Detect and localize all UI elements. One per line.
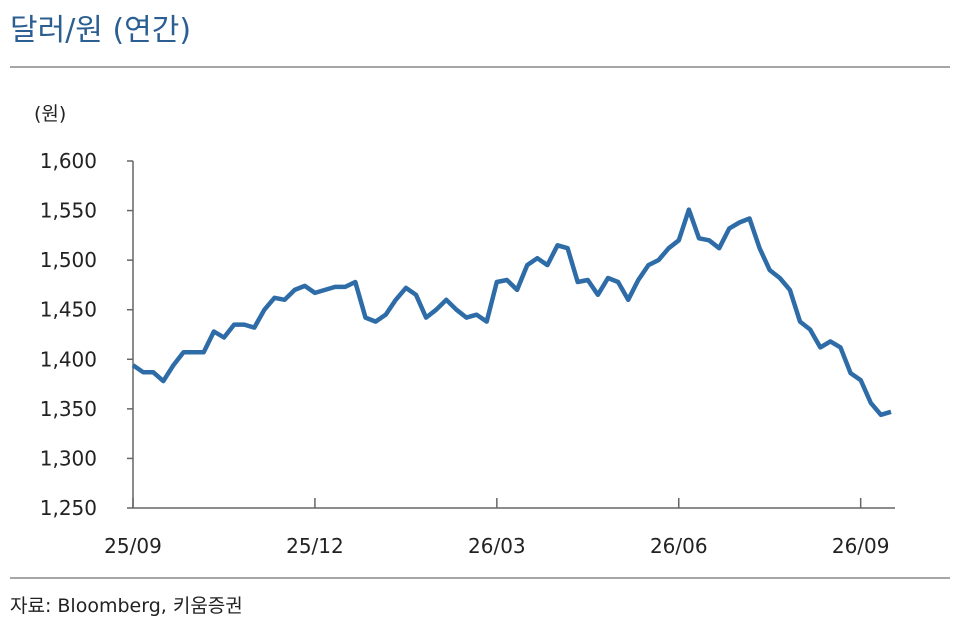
x-tick-label: 26/03 <box>468 534 526 558</box>
source: 자료: Bloomberg, 키움증권 <box>10 595 243 617</box>
x-tick-label: 25/12 <box>286 534 344 558</box>
y-unit: (원) <box>34 103 66 125</box>
price-line <box>131 207 892 418</box>
x-tick-label: 25/09 <box>104 534 162 558</box>
x-tick-label: 26/06 <box>650 534 708 558</box>
x-tick-label: 26/09 <box>832 534 890 558</box>
chart-title: 달러/원 (연간) <box>10 13 191 48</box>
y-tick-label: 1,500 <box>40 248 97 272</box>
y-tick-label: 1,550 <box>40 199 97 223</box>
y-tick-label: 1,600 <box>40 149 97 173</box>
y-tick-label: 1,450 <box>40 298 97 322</box>
y-tick-label: 1,400 <box>40 347 97 371</box>
y-tick-label: 1,250 <box>40 496 97 520</box>
y-tick-label: 1,300 <box>40 446 97 470</box>
y-tick-label: 1,350 <box>40 397 97 421</box>
